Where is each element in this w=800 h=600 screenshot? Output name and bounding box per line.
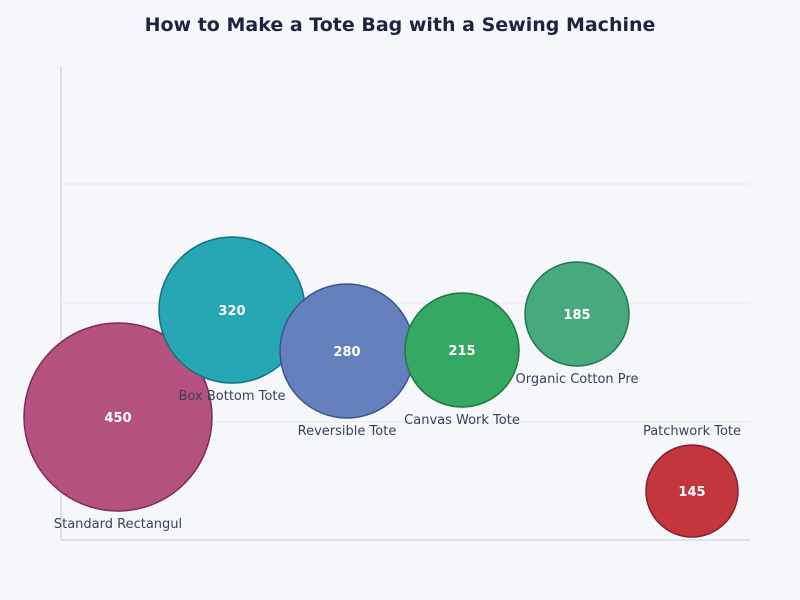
bubble-circle[interactable]: [404, 292, 520, 408]
bubble[interactable]: 185 Organic Cotton Pre: [516, 261, 639, 387]
bubble-circle[interactable]: [645, 444, 739, 538]
bubble-circle[interactable]: [524, 261, 630, 367]
bubble-label: Reversible Tote: [298, 424, 397, 439]
bubble[interactable]: 450 Standard Rectangul: [23, 322, 213, 532]
chart-title: How to Make a Tote Bag with a Sewing Mac…: [144, 14, 656, 36]
bubble-label: Canvas Work Tote: [404, 413, 520, 428]
bubble[interactable]: 145 Patchwork Tote: [643, 424, 741, 538]
bubble[interactable]: 215 Canvas Work Tote: [404, 292, 520, 428]
bubble-value: 185: [563, 308, 590, 323]
bubble-value: 145: [678, 485, 705, 500]
bubble-label: Organic Cotton Pre: [516, 372, 639, 387]
bubble[interactable]: 280 Reversible Tote: [279, 283, 415, 439]
bubble-value: 320: [218, 304, 245, 319]
bubble-label: Standard Rectangul: [54, 517, 182, 532]
bubble-value: 280: [333, 345, 360, 360]
bubble-value: 215: [448, 344, 475, 359]
bubble-label: Patchwork Tote: [643, 424, 741, 439]
bubble-circle[interactable]: [23, 322, 213, 512]
bubble-value: 450: [104, 411, 131, 426]
bubble-label: Box Bottom Tote: [179, 389, 286, 404]
bubble[interactable]: 320 Box Bottom Tote: [158, 236, 306, 404]
